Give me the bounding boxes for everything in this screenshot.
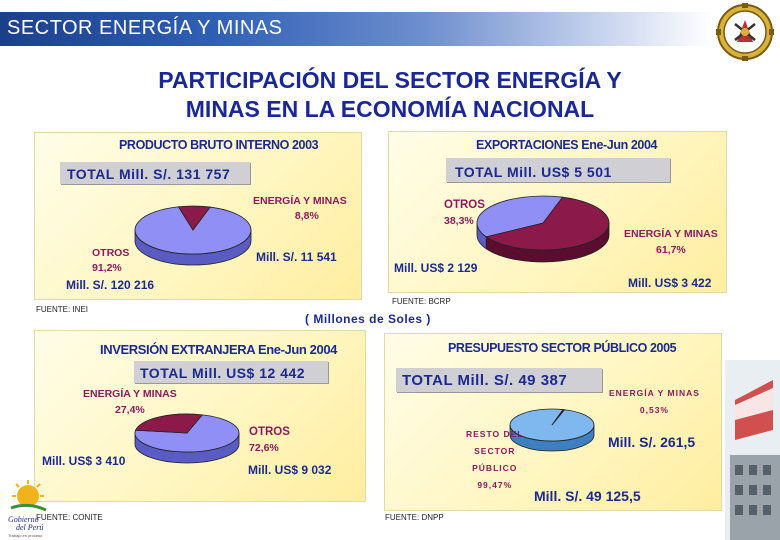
slice-name-line3: PÚBLICO — [472, 463, 518, 473]
slice-name: ENERGÍA Y MINAS — [609, 388, 700, 398]
slice-percent: 91,2% — [92, 262, 122, 274]
svg-text:del Perú: del Perú — [16, 523, 43, 532]
total-box-exportaciones — [446, 158, 670, 182]
slice-label-pbi-energia: ENERGÍA Y MINAS 8,8% — [253, 194, 347, 224]
page-title-line2: MINAS EN LA ECONOMÍA NACIONAL — [185, 96, 595, 122]
source-presupuesto: FUENTE: DNPP — [385, 513, 444, 522]
amount-label-presupuesto-energia: Mill. S/. 261,5 — [608, 434, 696, 450]
total-box-inversion — [134, 361, 328, 383]
slice-percent: 72,6% — [249, 442, 279, 454]
building-photo — [725, 360, 780, 540]
slice-label-exportaciones-energia: ENERGÍA Y MINAS 61,7% — [624, 226, 718, 258]
total-label-exportaciones: TOTAL Mill. US$ 5 501 — [455, 164, 612, 180]
svg-text:Trabajo en proceso: Trabajo en proceso — [8, 533, 43, 538]
ministry-crest-icon — [716, 3, 774, 61]
slice-name: OTROS — [444, 199, 485, 211]
page-title-line1: PARTICIPACIÓN DEL SECTOR ENERGÍA Y — [158, 67, 622, 93]
slice-percent: 8,8% — [294, 210, 319, 222]
chart-title-pbi: PRODUCTO BRUTO INTERNO 2003 — [119, 138, 319, 152]
total-label-presupuesto: TOTAL Mill. S/. 49 387 — [402, 372, 568, 389]
slice-label-presupuesto-energia: ENERGÍA Y MINAS 0,53% — [609, 385, 700, 419]
header-banner — [0, 12, 712, 46]
pie-slice-0 — [485, 196, 610, 251]
pie-slice-1 — [134, 414, 240, 453]
slice-percent: 0,53% — [639, 405, 669, 415]
slice-label-pbi-otros: OTROS 91,2% — [92, 246, 129, 276]
slice-percent: 61,7% — [655, 244, 686, 256]
slice-name: ENERGÍA Y MINAS — [624, 228, 718, 240]
total-box-presupuesto — [396, 368, 602, 392]
slice-name: ENERGÍA Y MINAS — [253, 195, 347, 207]
chart-title-presupuesto: PRESUPUESTO SECTOR PÚBLICO 2005 — [448, 341, 677, 355]
source-pbi: FUENTE: INEI — [36, 305, 89, 314]
slice-name-line1: RESTO DEL — [466, 429, 524, 439]
amount-label-presupuesto-resto: Mill. S/. 49 125,5 — [534, 488, 641, 504]
slice-name-line2: SECTOR — [474, 446, 516, 456]
slice-name: OTROS — [92, 247, 130, 259]
slice-percent: 99,47% — [477, 480, 513, 490]
total-label-pbi: TOTAL Mill. S/. 131 757 — [67, 166, 231, 182]
slice-label-inversion-otros: OTROS 72,6% — [249, 424, 290, 456]
chart-title-exportaciones: EXPORTACIONES Ene-Jun 2004 — [476, 138, 658, 152]
slice-name: OTROS — [249, 426, 290, 438]
amount-label-inversion-energia: Mill. US$ 3 410 — [42, 454, 126, 468]
banner-title: SECTOR ENERGÍA Y MINAS — [7, 17, 283, 39]
pie-slice-1 — [476, 195, 564, 238]
amount-label-exportaciones-energia: Mill. US$ 3 422 — [628, 276, 712, 290]
units-note: ( Millones de Soles ) — [305, 312, 431, 326]
chart-title-inversion: INVERSIÓN EXTRANJERA Ene-Jun 2004 — [100, 342, 337, 357]
gobierno-peru-logo: Gobierno del Perú Trabajo en proceso — [8, 480, 47, 538]
slice-label-exportaciones-otros: OTROS 38,3% — [444, 197, 485, 229]
slice-percent: 27,4% — [114, 404, 145, 416]
slice-label-presupuesto-resto: RESTO DEL SECTOR PÚBLICO 99,47% — [466, 426, 524, 494]
pie-slice-0 — [134, 413, 204, 434]
total-box-pbi — [60, 162, 250, 184]
source-inversion: FUENTE: CONITE — [36, 513, 103, 522]
amount-label-pbi-otros: Mill. S/. 120 216 — [66, 278, 155, 292]
svg-text:Gobierno: Gobierno — [8, 515, 39, 524]
page-title: PARTICIPACIÓN DEL SECTOR ENERGÍA Y MINAS… — [60, 66, 720, 124]
amount-label-pbi-energia: Mill. S/. 11 541 — [256, 250, 337, 264]
total-label-inversion: TOTAL Mill. US$ 12 442 — [140, 365, 306, 381]
slice-name: ENERGÍA Y MINAS — [83, 388, 177, 400]
source-exportaciones: FUENTE: BCRP — [392, 297, 451, 306]
pie-slice-0 — [551, 409, 566, 426]
pie-slice-0 — [177, 205, 211, 231]
slice-label-inversion-energia: ENERGÍA Y MINAS 27,4% — [83, 386, 177, 418]
amount-label-inversion-otros: Mill. US$ 9 032 — [248, 463, 332, 477]
slice-percent: 38,3% — [444, 215, 474, 227]
amount-label-exportaciones-otros: Mill. US$ 2 129 — [394, 261, 478, 275]
